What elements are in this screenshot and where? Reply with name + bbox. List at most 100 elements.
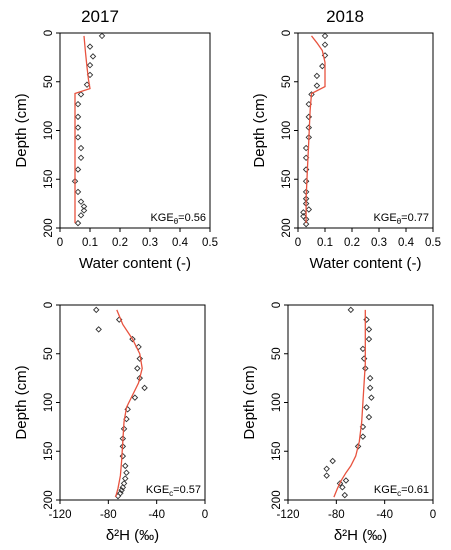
y-tick-label: 50 — [271, 347, 283, 360]
y-tick-label: 150 — [281, 170, 293, 189]
observed-point — [347, 306, 355, 314]
observed-point — [368, 394, 375, 401]
x-axis-label: δ²H (‰) — [106, 527, 159, 544]
observed-point — [131, 394, 139, 401]
y-axis-label: Depth (cm) — [251, 93, 268, 167]
x-tick-label: 0.5 — [425, 237, 441, 249]
plot-frame — [287, 304, 434, 501]
y-tick-label: 200 — [43, 218, 55, 237]
observed-point — [300, 209, 307, 216]
y-tick-label: 0 — [43, 30, 55, 36]
observed-point — [93, 306, 100, 314]
observed-point — [323, 465, 330, 473]
y-tick-label: 200 — [271, 490, 283, 509]
simulated-line — [333, 309, 366, 498]
observed-point — [359, 433, 367, 440]
observed-point — [313, 72, 321, 80]
x-tick-label: 0 — [430, 509, 436, 521]
observed-point — [119, 452, 127, 460]
kge-annotation: KGEc=0.61 — [374, 484, 429, 498]
y-tick-label: 150 — [43, 442, 55, 461]
observed-point — [77, 144, 85, 152]
y-tick-label: 200 — [281, 218, 293, 237]
kge-annotation: KGEθ=0.77 — [373, 212, 429, 226]
x-tick-label: -40 — [376, 509, 393, 521]
x-tick-label: 0.1 — [82, 237, 98, 249]
simulated-line — [74, 35, 91, 224]
observed-point — [119, 484, 127, 491]
simulated-line — [305, 35, 326, 224]
plot-frame — [59, 32, 211, 229]
y-axis-label: Depth (cm) — [241, 365, 258, 439]
y-tick-label: 100 — [271, 393, 283, 412]
observed-point — [77, 212, 85, 219]
x-tick-label: 0.1 — [317, 237, 333, 249]
x-axis-label: Water content (-) — [310, 255, 422, 272]
x-tick-label: -120 — [48, 509, 71, 521]
y-axis-label: Depth (cm) — [13, 93, 30, 167]
observed-point — [341, 491, 349, 499]
observed-point — [95, 326, 102, 333]
panel-2017-isotope: 0 50 100 150 200-120 -80 -40 0 Depth (cm) δ²H (‰)… — [13, 302, 208, 544]
observed-point — [342, 477, 350, 484]
y-tick-label: 50 — [281, 75, 293, 88]
observed-point — [74, 166, 82, 173]
observed-point — [86, 43, 94, 50]
observed-point — [80, 207, 88, 214]
x-axis-label: Water content (-) — [79, 255, 191, 272]
observed-point — [302, 177, 310, 185]
observed-point — [77, 154, 85, 162]
y-tick-label: 150 — [43, 170, 55, 189]
observed-point — [313, 82, 321, 89]
observed-point — [319, 62, 326, 70]
observed-point — [135, 343, 142, 351]
observed-point — [74, 100, 82, 108]
x-tick-label: 0.2 — [344, 237, 360, 249]
kge-annotation: KGEθ=0.56 — [150, 212, 206, 226]
simulated-line — [114, 309, 143, 498]
observed-point — [141, 384, 148, 392]
x-tick-label: -80 — [100, 509, 117, 521]
observed-point — [365, 326, 373, 333]
y-axis-label: Depth (cm) — [13, 365, 30, 439]
observed-point — [329, 457, 336, 465]
y-tick-label: 100 — [43, 393, 55, 412]
observed-point — [365, 413, 373, 421]
observed-point — [305, 113, 313, 121]
x-tick-label: -80 — [328, 509, 345, 521]
y-tick-label: 50 — [43, 347, 55, 360]
observed-point — [74, 188, 82, 196]
observed-point — [74, 124, 82, 131]
observed-point — [136, 374, 143, 382]
observed-point — [89, 53, 97, 60]
panel-2018-isotope: 0 50 100 150 200-120 -80 -40 0 Depth (cm) δ²H (‰)… — [241, 302, 436, 544]
x-tick-label: 0 — [57, 237, 63, 249]
x-tick-label: 0.3 — [371, 237, 387, 249]
observed-point — [86, 61, 94, 69]
title-2017: 2017 — [81, 7, 119, 26]
y-tick-label: 150 — [271, 442, 283, 461]
observed-point — [321, 32, 329, 40]
observed-point — [80, 203, 88, 210]
x-tick-label: 0.2 — [112, 237, 128, 249]
observed-point — [74, 134, 82, 141]
observed-point — [122, 462, 129, 470]
y-tick-label: 100 — [281, 121, 293, 140]
observed-point — [323, 472, 330, 479]
y-tick-label: 0 — [271, 302, 283, 308]
observed-point — [98, 32, 106, 40]
y-tick-label: 0 — [43, 302, 55, 308]
x-tick-label: 0.3 — [142, 237, 158, 249]
observed-point — [129, 335, 136, 343]
observed-point — [366, 384, 374, 392]
x-tick-label: -120 — [276, 509, 299, 521]
observed-point — [77, 198, 85, 205]
observed-point — [74, 219, 82, 227]
observed-point — [77, 91, 85, 98]
observed-point — [365, 335, 373, 343]
observed-point — [366, 374, 374, 382]
x-tick-label: 0.5 — [202, 237, 218, 249]
observed-point — [302, 220, 310, 228]
y-tick-label: 200 — [43, 490, 55, 509]
